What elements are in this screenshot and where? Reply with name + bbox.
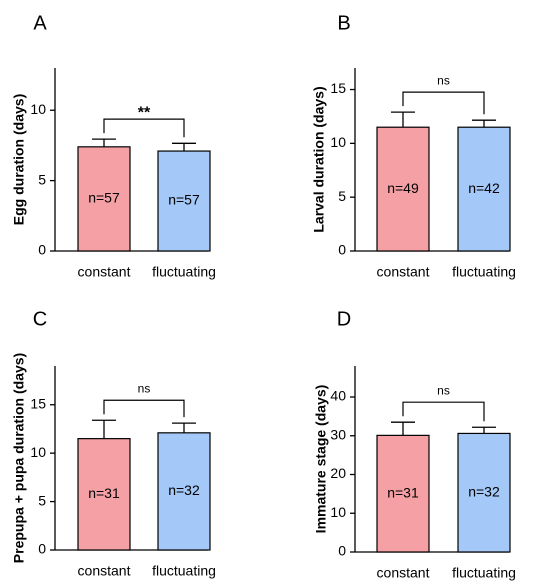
y-axis-label: Egg duration (days) (11, 94, 27, 225)
y-tick-label: 10 (330, 504, 346, 520)
significance-label: ns (437, 383, 450, 397)
significance-label: ** (138, 104, 151, 121)
x-tick-label: fluctuating (152, 264, 216, 280)
significance-bracket (402, 91, 485, 115)
y-tick-label: 30 (330, 426, 346, 442)
significance-bracket (402, 401, 485, 422)
significance-label: ns (437, 73, 450, 87)
x-tick-label: constant (78, 563, 131, 579)
panel-letter: B (337, 12, 350, 34)
y-axis-label: Immature stage (days) (313, 385, 329, 534)
y-tick-label: 10 (330, 134, 346, 150)
sample-size-label: n=32 (168, 482, 200, 498)
sample-size-label: n=42 (468, 180, 500, 196)
x-tick-label: fluctuating (452, 565, 516, 581)
y-tick-label: 0 (338, 242, 346, 258)
y-tick-label: 10 (30, 101, 46, 117)
x-tick-label: constant (377, 565, 430, 581)
bar-constant (376, 434, 430, 553)
significance-label: ns (138, 381, 151, 395)
y-tick-label: 15 (30, 395, 46, 411)
y-axis-label: Prepupa + pupa duration (days) (11, 353, 27, 563)
bar-fluctuating (157, 432, 211, 551)
bar-constant (376, 126, 430, 252)
y-tick-label: 0 (338, 543, 346, 559)
x-tick-label: constant (377, 264, 430, 280)
bar-constant (77, 438, 131, 551)
significance-bracket (103, 399, 185, 418)
sample-size-label: n=57 (168, 192, 200, 208)
bar-constant (77, 146, 131, 252)
bar-fluctuating (457, 126, 511, 252)
y-tick-label: 40 (330, 388, 346, 404)
panel-letter: C (33, 308, 47, 330)
y-tick-label: 5 (38, 492, 46, 508)
sample-size-label: n=31 (88, 485, 120, 501)
y-tick-label: 0 (38, 541, 46, 557)
panel-letter: A (33, 12, 47, 34)
sample-size-label: n=32 (468, 483, 500, 499)
y-tick-label: 0 (38, 242, 46, 258)
y-tick-label: 20 (330, 465, 346, 481)
sample-size-label: n=49 (387, 180, 419, 196)
bar-fluctuating (157, 150, 211, 252)
y-tick-label: 15 (330, 80, 346, 96)
y-tick-label: 5 (338, 188, 346, 204)
y-tick-label: 10 (30, 444, 46, 460)
sample-size-label: n=31 (387, 484, 419, 500)
y-axis-label: Larval duration (days) (311, 86, 327, 232)
sample-size-label: n=57 (88, 190, 120, 206)
x-tick-label: fluctuating (452, 264, 516, 280)
x-tick-label: constant (78, 264, 131, 280)
panel-letter: D (337, 308, 351, 330)
x-tick-label: fluctuating (152, 563, 216, 579)
y-tick-label: 5 (38, 171, 46, 187)
bar-fluctuating (457, 432, 511, 553)
significance-bracket (103, 118, 185, 138)
